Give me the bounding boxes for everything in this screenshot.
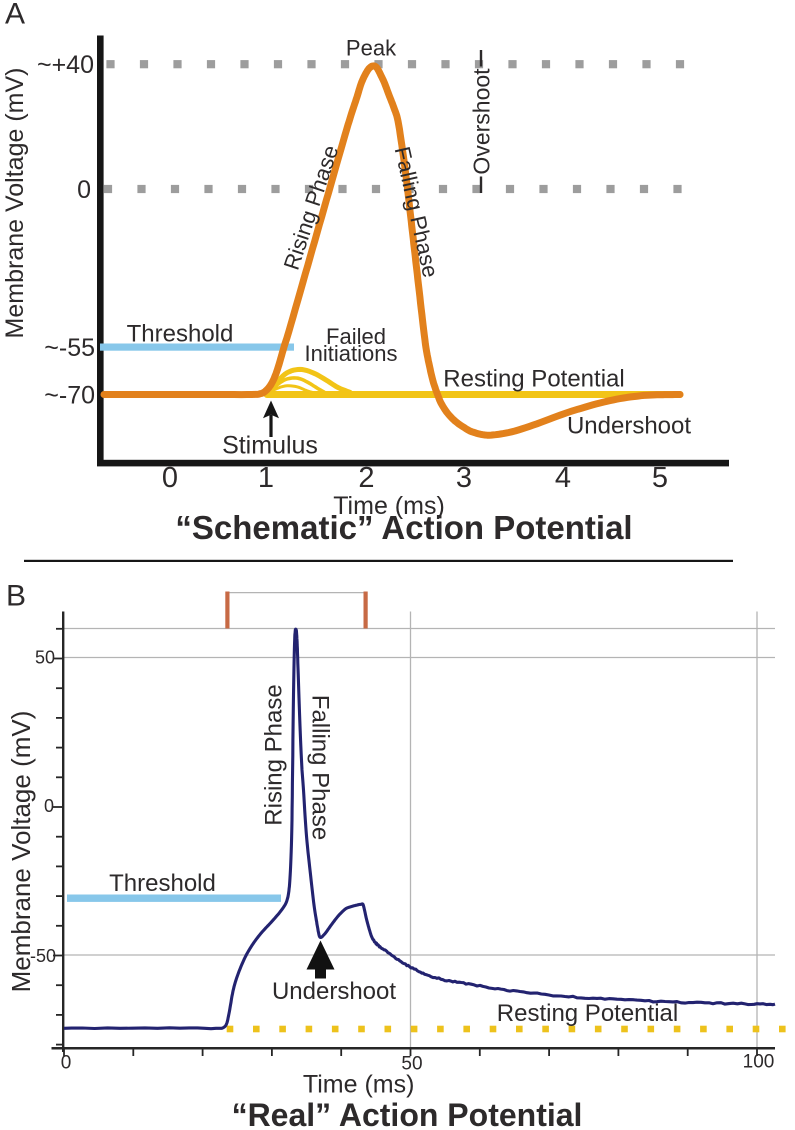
svg-text:~+40: ~+40 bbox=[37, 51, 94, 79]
svg-text:50: 50 bbox=[401, 1054, 422, 1075]
svg-text:0: 0 bbox=[61, 1053, 72, 1074]
svg-text:Resting Potential: Resting Potential bbox=[443, 366, 624, 393]
svg-text:Overshoot: Overshoot bbox=[469, 68, 495, 175]
svg-text:Falling Phase: Falling Phase bbox=[307, 695, 334, 840]
svg-text:“Schematic” Action Potential: “Schematic” Action Potential bbox=[175, 509, 632, 546]
svg-text:Time (ms): Time (ms) bbox=[303, 1071, 415, 1099]
svg-text:5: 5 bbox=[652, 462, 668, 494]
svg-text:50: 50 bbox=[35, 648, 55, 668]
svg-text:Undershoot: Undershoot bbox=[567, 413, 691, 440]
svg-text:~-70: ~-70 bbox=[44, 381, 95, 409]
svg-text:~-55: ~-55 bbox=[44, 334, 95, 362]
svg-text:1: 1 bbox=[258, 462, 274, 494]
svg-text:Peak: Peak bbox=[346, 36, 397, 61]
svg-text:Initiations: Initiations bbox=[305, 341, 398, 366]
svg-text:100: 100 bbox=[743, 1052, 775, 1073]
svg-text:0: 0 bbox=[77, 176, 91, 204]
svg-text:Threshold: Threshold bbox=[109, 870, 216, 897]
svg-text:Time (ms): Time (ms) bbox=[333, 492, 445, 520]
svg-text:Resting Potential: Resting Potential bbox=[497, 1000, 678, 1027]
svg-text:Threshold: Threshold bbox=[127, 321, 234, 348]
svg-text:Undershoot: Undershoot bbox=[272, 978, 396, 1005]
svg-text:2: 2 bbox=[358, 462, 374, 494]
svg-text:“Real” Action Potential: “Real” Action Potential bbox=[232, 1097, 583, 1130]
svg-text:Failed: Failed bbox=[326, 324, 386, 349]
svg-text:3: 3 bbox=[456, 462, 472, 494]
svg-text:Rising Phase: Rising Phase bbox=[261, 684, 288, 825]
svg-text:Membrane Voltage (mV): Membrane Voltage (mV) bbox=[1, 68, 29, 339]
svg-text:0: 0 bbox=[162, 462, 178, 494]
svg-text:B: B bbox=[6, 580, 26, 613]
svg-text:-50: -50 bbox=[30, 946, 56, 966]
svg-text:4: 4 bbox=[555, 462, 571, 494]
svg-text:0: 0 bbox=[44, 796, 54, 816]
svg-text:Stimulus: Stimulus bbox=[222, 432, 318, 460]
svg-text:A: A bbox=[5, 0, 25, 31]
svg-text:Membrane Voltage (mV): Membrane Voltage (mV) bbox=[6, 711, 36, 993]
